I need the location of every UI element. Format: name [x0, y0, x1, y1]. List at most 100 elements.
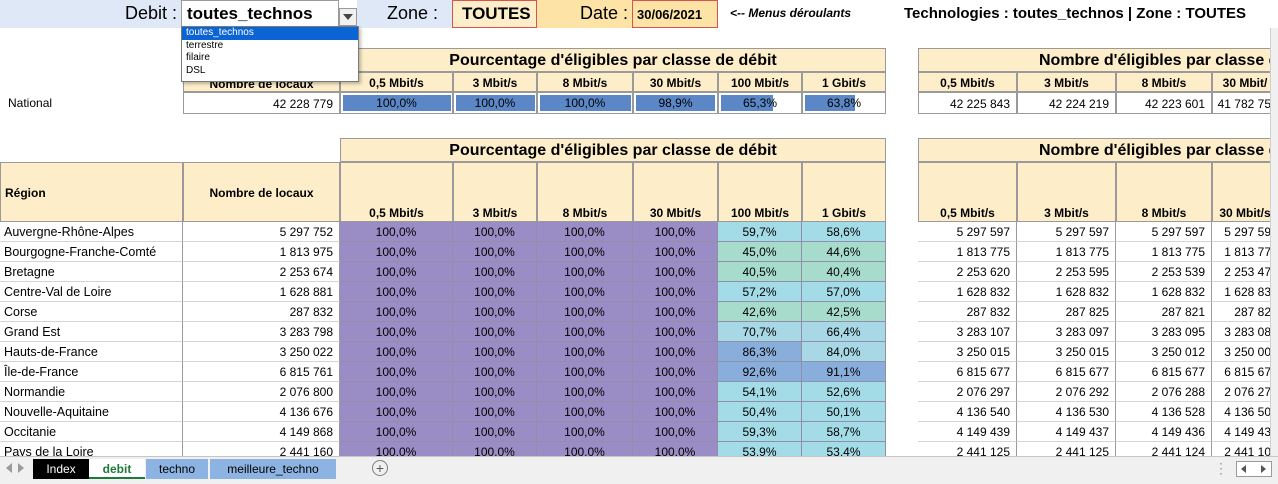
region-pct-value: 100,0%: [633, 382, 718, 402]
region-pct-value: 100,0%: [537, 442, 633, 456]
region-locaux: 3 283 798: [183, 322, 340, 342]
more-options-icon[interactable]: ⋮: [1214, 460, 1228, 476]
zone-select[interactable]: TOUTES: [452, 0, 537, 28]
scroll-left-icon[interactable]: [6, 463, 12, 473]
scroll-right-icon[interactable]: [18, 463, 24, 473]
region-nb-value: 287 82: [1212, 302, 1278, 322]
region-pct-value: 100,0%: [633, 322, 718, 342]
date-select[interactable]: 30/06/2021: [632, 0, 718, 28]
region-name: Bretagne: [0, 262, 183, 282]
dropdown-option[interactable]: toutes_technos: [182, 27, 358, 40]
debit-dropdown-button[interactable]: [339, 8, 357, 26]
national-pct-cell: 98,9%: [633, 92, 718, 114]
national-pct-cell: 100,0%: [537, 92, 633, 114]
region-pct-value: 100,0%: [537, 402, 633, 422]
tab-meilleure-techno[interactable]: meilleure_techno: [210, 459, 336, 479]
region-nb-value: 4 136 50: [1212, 402, 1278, 422]
region-pct-value: 50,1%: [802, 402, 886, 422]
vertical-scrollbar[interactable]: [1270, 28, 1278, 456]
region-locaux: 4 136 676: [183, 402, 340, 422]
horizontal-scroll-control[interactable]: [1236, 461, 1272, 477]
region-name: Hauts-de-France: [0, 342, 183, 362]
dropdown-option[interactable]: terrestre: [186, 39, 224, 51]
region-pct-value: 53,4%: [802, 442, 886, 456]
menus-hint: <-- Menus déroulants: [730, 6, 852, 20]
national-nb-class-header: 8 Mbit/s: [1116, 72, 1212, 92]
add-sheet-icon[interactable]: +: [372, 460, 388, 476]
region-pct-value: 100,0%: [453, 342, 537, 362]
region-pct-value: 100,0%: [633, 402, 718, 422]
region-nb-value: 5 297 597: [918, 222, 1017, 242]
regions-nb-class-header: 8 Mbit/s: [1116, 162, 1212, 222]
region-pct-value: 92,6%: [718, 362, 802, 382]
national-nb-title: Nombre d'éligibles par classe d: [918, 48, 1278, 72]
tab-debit[interactable]: debit: [89, 459, 145, 479]
region-pct-value: 100,0%: [537, 342, 633, 362]
region-nb-value: 1 628 832: [1017, 282, 1116, 302]
caret-left-icon[interactable]: [1241, 465, 1246, 473]
region-nb-value: 2 253 620: [918, 262, 1017, 282]
national-table: Pourcentage d'éligibles par classe de dé…: [8, 48, 1278, 114]
debit-dropdown-list[interactable]: toutes_technos terrestre filaire DSL: [181, 26, 359, 82]
region-pct-value: 91,1%: [802, 362, 886, 382]
region-locaux: 2 076 800: [183, 382, 340, 402]
tab-techno[interactable]: techno: [146, 459, 208, 479]
region-nb-value: 5 297 59: [1212, 222, 1278, 242]
region-locaux: 1 628 881: [183, 282, 340, 302]
national-pct-value: 65,3%: [742, 96, 778, 110]
region-locaux: 3 250 022: [183, 342, 340, 362]
region-pct-value: 54,1%: [718, 382, 802, 402]
data-bar: [805, 95, 855, 111]
region-pct-value: 100,0%: [340, 222, 453, 242]
region-pct-value: 100,0%: [453, 402, 537, 422]
region-nb-value: 1 813 775: [1116, 242, 1212, 262]
region-locaux: 4 149 868: [183, 422, 340, 442]
region-nb-value: 1 628 832: [1116, 282, 1212, 302]
region-header: Région: [0, 162, 183, 222]
region-pct-value: 100,0%: [340, 282, 453, 302]
tech-summary: Technologies : toutes_technos | Zone : T…: [904, 5, 1247, 22]
tab-label: meilleure_techno: [227, 462, 319, 476]
tab-index[interactable]: Index: [33, 459, 89, 479]
region-nb-value: 6 815 677: [1017, 362, 1116, 382]
data-bar: [721, 95, 773, 111]
data-bar: [343, 95, 451, 111]
caret-right-icon[interactable]: [1261, 465, 1266, 473]
region-pct-value: 100,0%: [340, 342, 453, 362]
region-pct-value: 100,0%: [453, 222, 537, 242]
national-pct-cell: 65,3%: [718, 92, 802, 114]
region-name: Centre-Val de Loire: [0, 282, 183, 302]
region-pct-value: 100,0%: [633, 442, 718, 456]
region-pct-value: 42,6%: [718, 302, 802, 322]
region-nb-value: 3 283 107: [918, 322, 1017, 342]
region-pct-value: 100,0%: [340, 402, 453, 422]
regions-nb-title: Nombre d'éligibles par classe d: [918, 138, 1278, 162]
region-pct-value: 57,0%: [802, 282, 886, 302]
region-pct-value: 100,0%: [633, 262, 718, 282]
debit-label: Debit :: [124, 3, 177, 23]
region-name: Corse: [0, 302, 183, 322]
chevron-down-icon: [343, 14, 353, 20]
date-label: Date :: [579, 3, 628, 23]
region-pct-value: 100,0%: [340, 442, 453, 456]
region-pct-value: 100,0%: [633, 222, 718, 242]
region-nb-value: 5 297 597: [1116, 222, 1212, 242]
regions-nb-class-header: 30 Mbit/s: [1212, 162, 1278, 222]
region-name: Pays de la Loire: [0, 442, 183, 456]
region-pct-value: 100,0%: [537, 262, 633, 282]
menus-hint-cell: <-- Menus déroulants: [718, 0, 886, 28]
region-locaux: 5 297 752: [183, 222, 340, 242]
region-pct-value: 59,7%: [718, 222, 802, 242]
region-pct-value: 52,6%: [802, 382, 886, 402]
region-pct-value: 70,7%: [718, 322, 802, 342]
sheet-tabs-bar: Index debit techno meilleure_techno + ⋮: [0, 456, 1278, 484]
region-nb-value: 2 076 288: [1116, 382, 1212, 402]
region-nb-value: 1 813 775: [1017, 242, 1116, 262]
region-name: Grand Est: [0, 322, 183, 342]
region-pct-value: 100,0%: [537, 302, 633, 322]
dropdown-option[interactable]: DSL: [186, 64, 206, 76]
national-pct-value: 98,9%: [658, 96, 693, 110]
region-pct-value: 100,0%: [633, 302, 718, 322]
dropdown-option[interactable]: filaire: [186, 52, 210, 63]
region-nb-value: 1 813 775: [918, 242, 1017, 262]
